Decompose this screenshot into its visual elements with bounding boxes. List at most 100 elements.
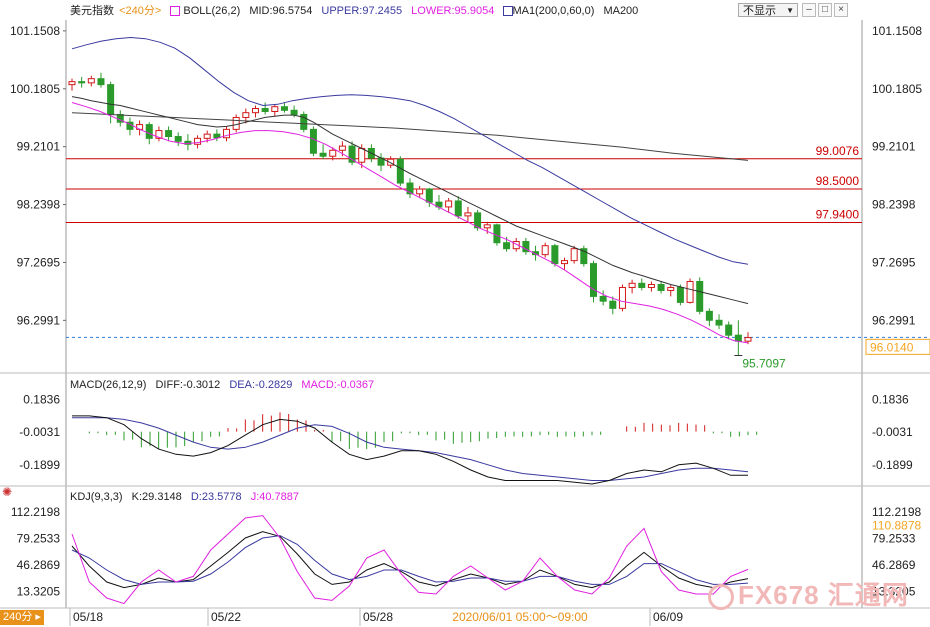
- macd-dea-line: [72, 417, 749, 481]
- candle-body: [203, 133, 211, 139]
- candle-body: [261, 108, 269, 112]
- watermark-text: FX678 汇通网: [738, 580, 909, 610]
- ma200-value: MA200: [603, 5, 639, 17]
- candle-body: [213, 133, 221, 139]
- price-y-tick-label: 99.2101: [17, 140, 61, 154]
- candle-body: [242, 112, 250, 118]
- period-tag-label: 240分: [3, 611, 33, 623]
- candle-body: [657, 283, 665, 291]
- period-tag[interactable]: 240分 ▸: [0, 610, 44, 625]
- price-y-tick-label: 98.2398: [872, 198, 916, 212]
- candle-body: [609, 300, 617, 309]
- kdj-d: D:23.5778: [190, 491, 242, 503]
- macd-diff: DIFF:-0.3012: [155, 379, 221, 391]
- kdj-k: K:29.3148: [131, 491, 182, 503]
- price-y-tick-label: 101.1508: [872, 24, 922, 38]
- macd-y-tick-label: -0.1899: [19, 458, 60, 472]
- watermark: FX678 汇通网: [708, 575, 909, 612]
- ma-label: MA1(200,0,60,0): [512, 5, 595, 17]
- level-label: 99.0076: [816, 144, 860, 158]
- candle-body: [551, 245, 559, 265]
- kdj-j-line: [71, 515, 749, 605]
- price-y-tick-label: 96.2991: [872, 313, 916, 327]
- macd-dea: DEA:-0.2829: [229, 379, 293, 391]
- period-tag-arrow-icon: ▸: [35, 611, 41, 623]
- candle-body: [232, 116, 240, 130]
- kdj-y-tick-label: 79.2533: [872, 532, 916, 546]
- macd-y-tick-label: -0.0031: [19, 425, 60, 439]
- candle-body: [68, 81, 76, 86]
- price-header: 美元指数 <240分> BOLL(26,2) MID:96.5754 UPPER…: [70, 4, 644, 18]
- candle-body: [107, 84, 115, 115]
- candle-body: [290, 109, 298, 115]
- current-price-box: [865, 338, 930, 355]
- candle-body: [638, 282, 646, 288]
- boll-label: BOLL(26,2): [183, 5, 241, 17]
- x-tick-label: 05/22: [211, 610, 241, 624]
- period-label: <240分>: [119, 5, 162, 17]
- candle-body: [97, 78, 105, 86]
- candle-body: [512, 241, 520, 250]
- kdj-settings-icon: ✺: [2, 485, 12, 499]
- candle-body: [561, 260, 569, 265]
- candle-body: [599, 295, 607, 302]
- price-y-tick-label: 99.2101: [872, 140, 916, 154]
- price-y-tick-label: 98.2398: [17, 198, 61, 212]
- candle-body: [589, 263, 597, 297]
- candle-body: [744, 337, 752, 342]
- upper-value: UPPER:97.2455: [321, 5, 403, 17]
- candle-body: [734, 334, 742, 342]
- price-y-tick-label: 96.2991: [17, 313, 61, 327]
- boll-mid-line: [71, 96, 749, 305]
- candle-body: [145, 124, 153, 139]
- candle-body: [628, 282, 636, 288]
- candle-body: [78, 81, 86, 84]
- macd-y-tick-label: 0.1836: [23, 393, 60, 407]
- kdj-value-label: 110.8878: [872, 518, 921, 532]
- mid-value: MID:96.5754: [249, 5, 313, 17]
- candle-body: [251, 108, 259, 114]
- kdj-y-tick-label: 79.2533: [17, 532, 61, 546]
- boll-swatch-icon: [170, 6, 181, 17]
- kdj-k-line: [71, 531, 749, 589]
- candle-body: [348, 145, 356, 163]
- candle-body: [406, 182, 414, 195]
- candle-body: [280, 106, 288, 111]
- candle-body: [416, 188, 424, 195]
- minimize-button[interactable]: –: [802, 3, 816, 17]
- price-y-tick-label: 101.1508: [10, 24, 60, 38]
- candle-body: [454, 200, 462, 217]
- chevron-down-icon: ▼: [786, 6, 794, 15]
- close-button[interactable]: ×: [834, 3, 848, 17]
- candle-body: [387, 158, 395, 166]
- restore-button[interactable]: □: [818, 3, 832, 17]
- candle-body: [580, 248, 588, 265]
- candle-body: [522, 241, 530, 253]
- level-label: 98.5000: [816, 174, 860, 188]
- price-y-tick-label: 97.2695: [872, 255, 916, 269]
- candle-body: [174, 136, 182, 142]
- candle-body: [705, 310, 713, 321]
- candle-body: [223, 128, 231, 139]
- x-tick-label: 05/18: [73, 610, 103, 624]
- macd-y-tick-label: -0.1899: [872, 458, 913, 472]
- kdj-y-tick-label: 46.2869: [872, 558, 916, 572]
- candle-body: [725, 324, 733, 336]
- candle-body: [618, 286, 626, 309]
- candle-body: [686, 281, 694, 303]
- kdj-y-tick-label: 13.3205: [17, 584, 61, 598]
- symbol-label: 美元指数: [70, 5, 114, 17]
- price-y-tick-label: 100.1805: [872, 82, 922, 96]
- candle-body: [445, 200, 453, 208]
- display-select[interactable]: 不显示 ▼: [738, 3, 798, 17]
- macd-y-tick-label: 0.1836: [872, 393, 909, 407]
- candle-body: [425, 188, 433, 203]
- minimize-icon: –: [806, 4, 812, 15]
- candle-body: [396, 158, 404, 184]
- x-tick-label: 05/28: [363, 610, 393, 624]
- candle-body: [715, 319, 723, 326]
- candle-body: [647, 283, 655, 288]
- candle-body: [165, 130, 173, 138]
- kdj-title: KDJ(9,3,3): [70, 491, 123, 503]
